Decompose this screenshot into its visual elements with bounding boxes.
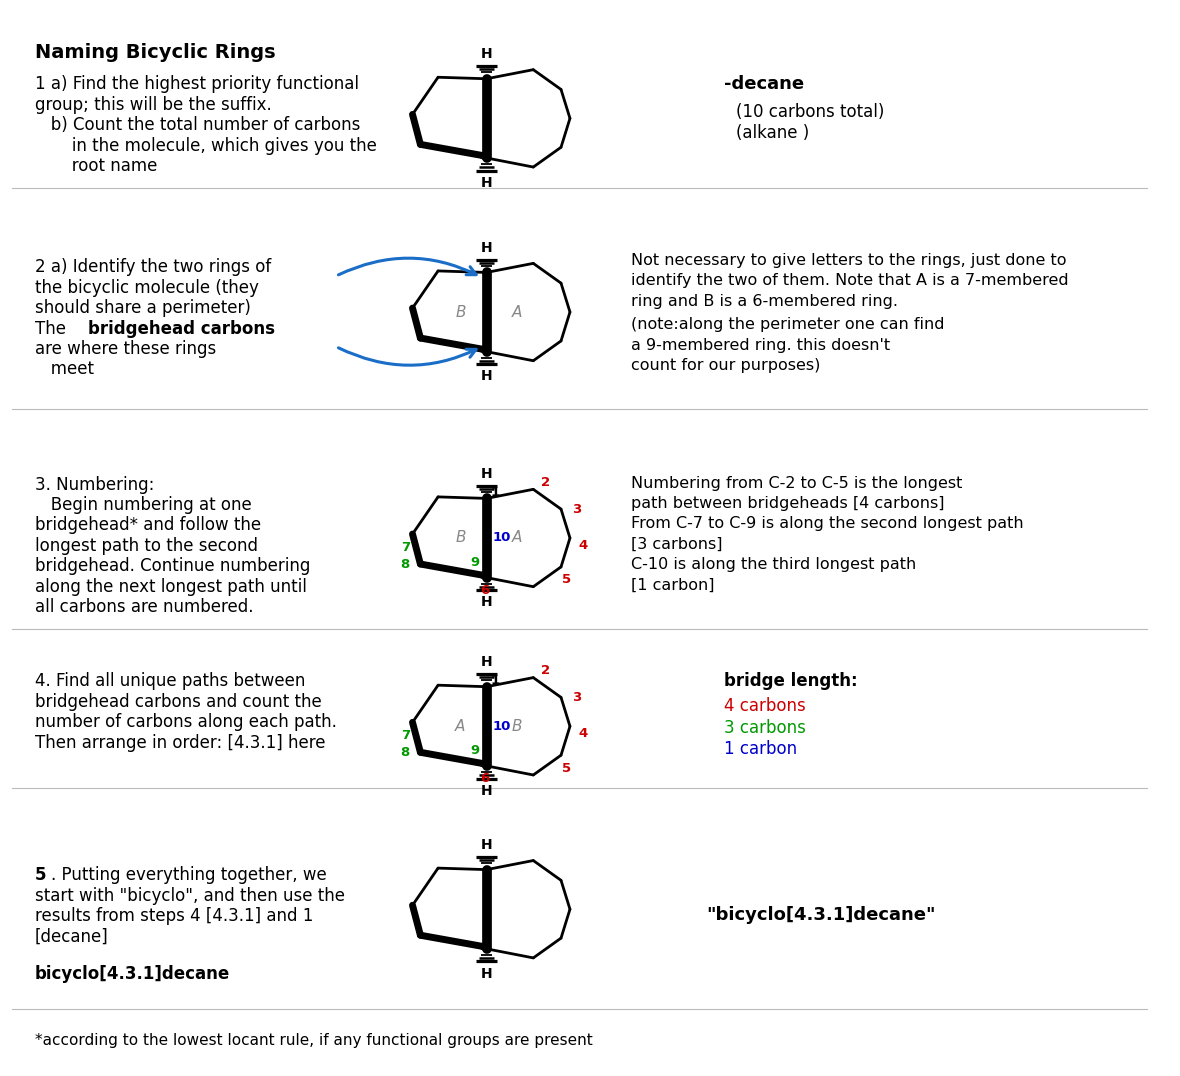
Text: 4. Find all unique paths between: 4. Find all unique paths between bbox=[34, 672, 306, 691]
Text: 1 a) Find the highest priority functional: 1 a) Find the highest priority functiona… bbox=[34, 75, 359, 94]
Text: 6: 6 bbox=[480, 584, 490, 597]
Text: B: B bbox=[455, 305, 466, 320]
Text: H: H bbox=[480, 175, 492, 189]
Text: 2: 2 bbox=[542, 664, 551, 677]
Text: A: A bbox=[512, 305, 522, 320]
Text: 10: 10 bbox=[493, 720, 511, 733]
Text: *according to the lowest locant rule, if any functional groups are present: *according to the lowest locant rule, if… bbox=[34, 1033, 592, 1048]
Text: (10 carbons total): (10 carbons total) bbox=[735, 103, 884, 122]
Text: 8: 8 bbox=[400, 557, 409, 570]
Text: Begin numbering at one: Begin numbering at one bbox=[34, 496, 251, 514]
Text: 1: 1 bbox=[491, 486, 499, 499]
Text: [3 carbons]: [3 carbons] bbox=[631, 537, 723, 552]
Text: 10: 10 bbox=[493, 532, 511, 544]
Text: b) Count the total number of carbons: b) Count the total number of carbons bbox=[34, 116, 360, 134]
Text: ring and B is a 6-membered ring.: ring and B is a 6-membered ring. bbox=[631, 294, 898, 309]
Text: start with "bicyclo", and then use the: start with "bicyclo", and then use the bbox=[34, 887, 345, 905]
Text: H: H bbox=[480, 467, 492, 481]
Text: 7: 7 bbox=[401, 728, 409, 741]
Text: 2 a) Identify the two rings of: 2 a) Identify the two rings of bbox=[34, 258, 271, 277]
Text: 7: 7 bbox=[401, 540, 409, 553]
Text: 4: 4 bbox=[578, 727, 588, 740]
Text: count for our purposes): count for our purposes) bbox=[631, 358, 821, 373]
Text: (alkane ): (alkane ) bbox=[735, 124, 808, 142]
Text: in the molecule, which gives you the: in the molecule, which gives you the bbox=[34, 137, 376, 155]
Text: H: H bbox=[480, 655, 492, 669]
Text: 1: 1 bbox=[491, 675, 499, 688]
Text: path between bridgeheads [4 carbons]: path between bridgeheads [4 carbons] bbox=[631, 496, 945, 511]
Text: 5: 5 bbox=[562, 762, 571, 775]
Text: 4: 4 bbox=[578, 539, 588, 552]
Text: 3: 3 bbox=[572, 502, 582, 515]
Text: 3. Numbering:: 3. Numbering: bbox=[34, 476, 155, 494]
Text: the bicyclic molecule (they: the bicyclic molecule (they bbox=[34, 279, 258, 297]
Text: H: H bbox=[480, 595, 492, 609]
Text: a 9-membered ring. this doesn't: a 9-membered ring. this doesn't bbox=[631, 338, 891, 353]
Text: 4 carbons: 4 carbons bbox=[725, 697, 806, 716]
Text: bridgehead* and follow the: bridgehead* and follow the bbox=[34, 516, 261, 535]
Text: bridgehead. Continue numbering: bridgehead. Continue numbering bbox=[34, 557, 310, 576]
Text: Numbering from C-2 to C-5 is the longest: Numbering from C-2 to C-5 is the longest bbox=[631, 476, 963, 491]
Text: 9: 9 bbox=[471, 555, 480, 569]
Text: results from steps 4 [4.3.1] and 1: results from steps 4 [4.3.1] and 1 bbox=[34, 907, 313, 925]
Text: along the next longest path until: along the next longest path until bbox=[34, 578, 307, 596]
Text: [1 carbon]: [1 carbon] bbox=[631, 578, 715, 593]
Text: are where these rings: are where these rings bbox=[34, 340, 216, 358]
Text: H: H bbox=[480, 241, 492, 255]
Text: C-10 is along the third longest path: C-10 is along the third longest path bbox=[631, 557, 917, 572]
Text: From C-7 to C-9 is along the second longest path: From C-7 to C-9 is along the second long… bbox=[631, 516, 1024, 532]
Text: B: B bbox=[512, 719, 523, 734]
Text: H: H bbox=[480, 838, 492, 852]
Text: H: H bbox=[480, 369, 492, 383]
Text: 8: 8 bbox=[400, 746, 409, 759]
Text: "bicyclo[4.3.1]decane": "bicyclo[4.3.1]decane" bbox=[707, 906, 936, 924]
Text: 5: 5 bbox=[34, 866, 46, 884]
Text: all carbons are numbered.: all carbons are numbered. bbox=[34, 598, 254, 617]
Text: 1 carbon: 1 carbon bbox=[725, 740, 798, 759]
Text: root name: root name bbox=[34, 157, 157, 175]
Text: H: H bbox=[480, 47, 492, 61]
Text: Not necessary to give letters to the rings, just done to: Not necessary to give letters to the rin… bbox=[631, 253, 1067, 268]
Text: -decane: -decane bbox=[725, 75, 805, 94]
Text: A: A bbox=[512, 530, 522, 546]
Text: longest path to the second: longest path to the second bbox=[34, 537, 257, 555]
Text: 9: 9 bbox=[471, 744, 480, 758]
Text: Then arrange in order: [4.3.1] here: Then arrange in order: [4.3.1] here bbox=[34, 734, 326, 752]
Text: The: The bbox=[34, 320, 71, 338]
Text: bridge length:: bridge length: bbox=[725, 672, 858, 691]
Text: 6: 6 bbox=[480, 773, 490, 785]
Text: 3: 3 bbox=[572, 691, 582, 704]
Text: meet: meet bbox=[34, 360, 93, 379]
Text: Naming Bicyclic Rings: Naming Bicyclic Rings bbox=[34, 43, 275, 62]
Text: should share a perimeter): should share a perimeter) bbox=[34, 299, 250, 317]
Text: bridgehead carbons and count the: bridgehead carbons and count the bbox=[34, 693, 321, 711]
Text: [decane]: [decane] bbox=[34, 928, 109, 946]
Text: group; this will be the suffix.: group; this will be the suffix. bbox=[34, 96, 271, 114]
Text: (note:along the perimeter one can find: (note:along the perimeter one can find bbox=[631, 317, 945, 332]
Text: A: A bbox=[455, 719, 466, 734]
Text: 3 carbons: 3 carbons bbox=[725, 719, 806, 737]
Text: H: H bbox=[480, 966, 492, 980]
Text: H: H bbox=[480, 783, 492, 797]
Text: identify the two of them. Note that A is a 7-membered: identify the two of them. Note that A is… bbox=[631, 273, 1069, 288]
Text: 5: 5 bbox=[562, 574, 571, 586]
Text: number of carbons along each path.: number of carbons along each path. bbox=[34, 713, 336, 732]
Text: 2: 2 bbox=[542, 476, 551, 489]
Text: bicyclo[4.3.1]decane: bicyclo[4.3.1]decane bbox=[34, 965, 230, 983]
Text: B: B bbox=[455, 530, 466, 546]
Text: bridgehead carbons: bridgehead carbons bbox=[88, 320, 275, 338]
Text: . Putting everything together, we: . Putting everything together, we bbox=[51, 866, 327, 884]
